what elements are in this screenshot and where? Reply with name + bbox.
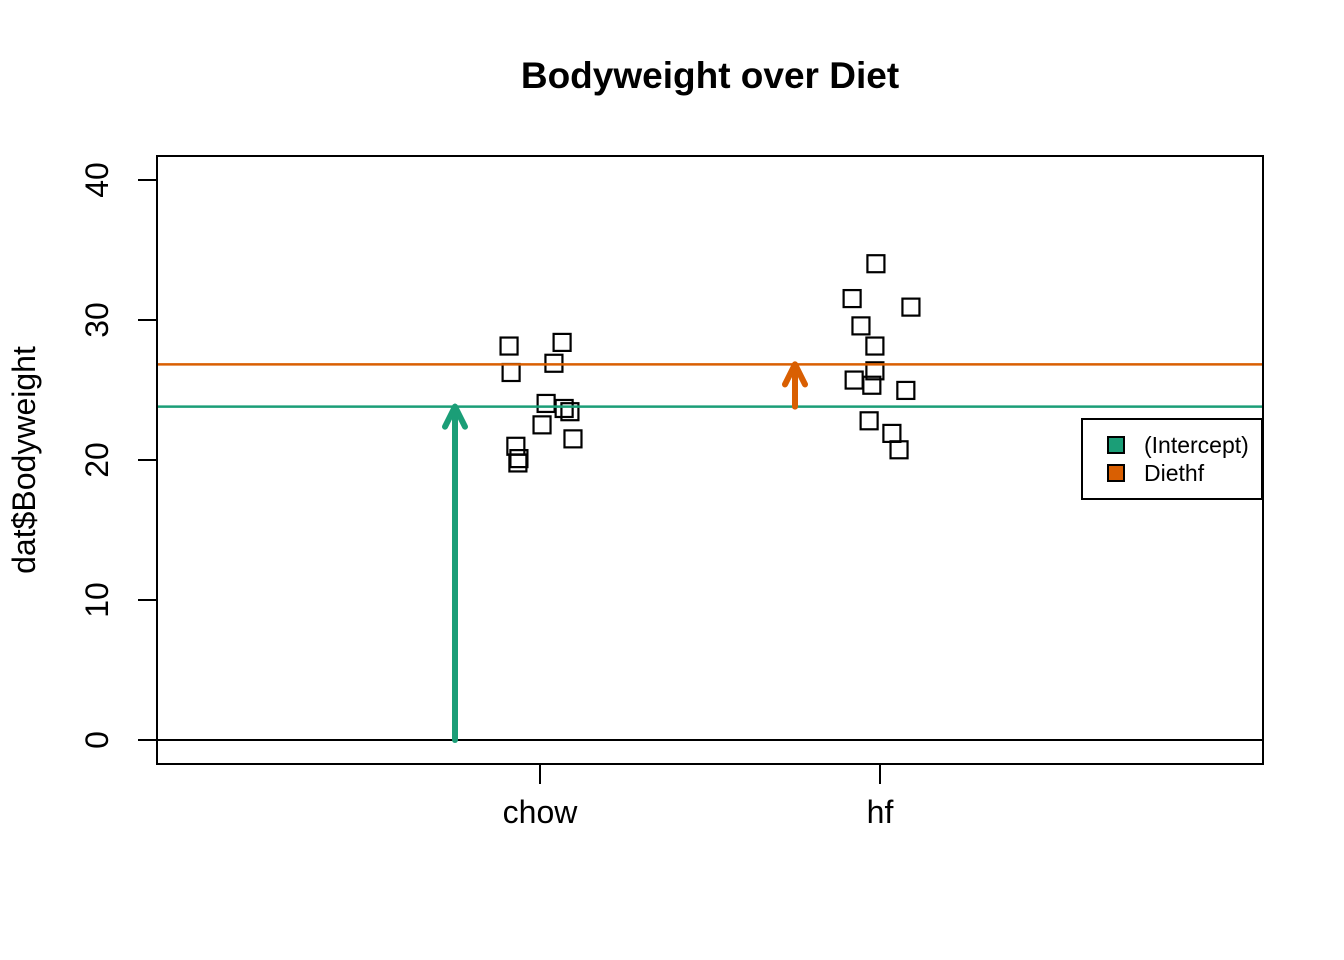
intercept-legend-swatch bbox=[1107, 436, 1125, 454]
data-point-chow bbox=[554, 398, 574, 419]
data-point-chow bbox=[552, 332, 572, 352]
data-point-hf bbox=[844, 370, 864, 390]
x-tick-label: chow bbox=[502, 794, 578, 830]
y-tick-label: 40 bbox=[79, 162, 115, 198]
data-point-hf bbox=[889, 440, 909, 460]
data-point-chow bbox=[560, 402, 580, 422]
y-tick-label: 10 bbox=[79, 582, 115, 618]
data-point-chow bbox=[536, 393, 556, 414]
data-point-chow bbox=[508, 453, 528, 473]
chart-title: Bodyweight over Diet bbox=[520, 55, 900, 96]
data-point-hf bbox=[901, 297, 921, 317]
y-tick-label: 0 bbox=[79, 731, 115, 749]
diethf-legend-label: Diethf bbox=[1144, 459, 1205, 486]
intercept-legend-label: (Intercept) bbox=[1144, 431, 1249, 458]
y-tick-label: 20 bbox=[79, 442, 115, 478]
legend-entry: (Intercept) bbox=[1107, 431, 1261, 458]
x-tick-label: hf bbox=[866, 794, 894, 830]
legend-entry: Diethf bbox=[1107, 459, 1261, 486]
intercept-arrow-head bbox=[452, 403, 468, 430]
data-point-hf bbox=[862, 375, 882, 395]
data-point-chow bbox=[563, 429, 583, 449]
data-point-hf bbox=[842, 288, 862, 309]
legend: (Intercept) Diethf bbox=[1081, 418, 1263, 500]
data-point-chow bbox=[501, 362, 521, 383]
data-point-chow bbox=[532, 415, 552, 435]
data-point-chow bbox=[499, 336, 519, 356]
diethf-arrow-head bbox=[792, 361, 808, 388]
data-point-hf bbox=[851, 316, 871, 336]
data-point-hf bbox=[865, 336, 885, 356]
data-point-hf bbox=[882, 423, 902, 443]
data-point-hf bbox=[859, 411, 879, 431]
y-tick-label: 30 bbox=[79, 302, 115, 338]
data-point-hf bbox=[866, 254, 886, 274]
diethf-legend-swatch bbox=[1107, 464, 1125, 482]
data-point-hf bbox=[865, 361, 885, 381]
data-point-hf bbox=[896, 380, 916, 401]
